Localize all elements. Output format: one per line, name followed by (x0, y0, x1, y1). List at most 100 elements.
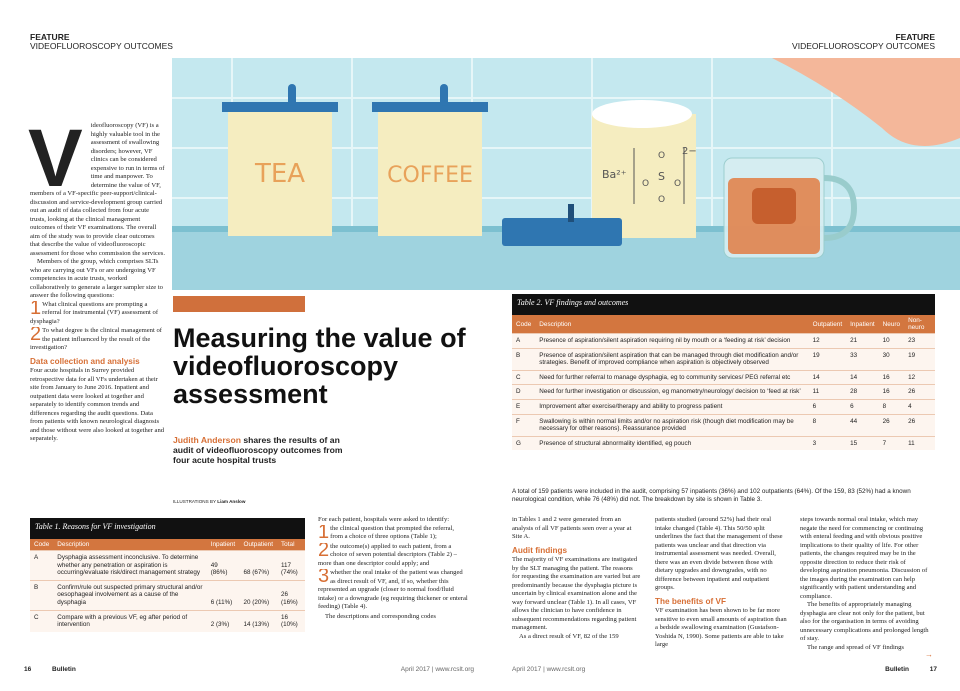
table-cell: 16 (878, 384, 905, 400)
formula-text: O (658, 195, 665, 205)
table-cell: 6 (846, 398, 879, 415)
credit-name: Liam Anslow (217, 499, 246, 504)
paragraph: steps towards normal oral intake, which … (800, 516, 928, 600)
article-title: Measuring the value of videofluoroscopy … (173, 323, 466, 409)
magazine-name: Bulletin (885, 666, 909, 673)
table-cell: Presence of aspiration/silent aspiration… (535, 347, 809, 371)
table: Code Description Inpatient Outpatient Total A… (30, 539, 305, 632)
paragraph: As a direct result of VF, 82 of the 159 (519, 632, 619, 640)
question-text: To what degree is the clinical managemen… (30, 327, 162, 351)
table-cell: 3 (808, 435, 847, 451)
table-row: A Dysphagia assessment inconclusive. To d… (30, 550, 305, 581)
column-header: Code (512, 315, 536, 334)
table-cell: 15 (846, 435, 879, 451)
credit-label: ILLUSTRATIONS BY (173, 499, 216, 504)
illustration: TEA COFFEE Ba²⁺ O S O O O 2− (172, 58, 960, 290)
paragraph: The range and spread of VF findings (807, 643, 904, 651)
section-heading: Audit findings (512, 545, 568, 555)
paragraph: VF examination has been shown to be far … (655, 607, 787, 648)
table-cell: D (512, 384, 536, 400)
paragraph: ideofluoroscopy (VF) is a highly valuabl… (30, 122, 165, 257)
table-cell: Presence of structural abnormality ident… (535, 435, 809, 451)
list-item: 3 whether the oral intake of the patient … (318, 569, 468, 612)
question-number: 2 (30, 327, 42, 345)
table-cell: 26 (904, 413, 935, 437)
table-cell: Compare with a previous VF, eg after per… (53, 609, 207, 632)
table-cell: 12 (904, 369, 935, 385)
credit: ILLUSTRATIONS BY Liam Anslow (173, 499, 245, 504)
question: 1 What clinical questions are prompting a… (30, 301, 166, 327)
header-right: FEATURE VIDEOFLUOROSCOPY OUTCOMES (792, 33, 935, 51)
body-column: steps towards normal oral intake, which … (800, 516, 935, 652)
table-cell: 4 (904, 398, 935, 415)
paragraph: For each patient, hospitals were asked t… (318, 516, 450, 523)
section-heading: The benefits of VF (655, 596, 726, 606)
table-cell: 8 (878, 398, 905, 415)
table-cell: 26 (878, 413, 905, 437)
table-cell: B (30, 579, 54, 611)
standfirst-text: shares the results of an audit of videof… (173, 435, 343, 465)
continue-arrow: → (925, 650, 933, 659)
table-title: Table 1. Reasons for VF investigation (30, 518, 305, 539)
paragraph: The benefits of appropriately managing d… (800, 601, 929, 642)
intro-column: V ideofluoroscopy (VF) is a highly valua… (28, 118, 166, 444)
table-cell: 28 (846, 384, 879, 400)
column-header: Outpatient (808, 315, 847, 334)
paragraph: patients studied (around 52%) had their … (655, 516, 783, 591)
formula-text: 2− (682, 146, 697, 157)
table-note: A total of 159 patients were included in… (512, 488, 911, 503)
column-header: Inpatient (846, 315, 879, 334)
question-text: What clinical questions are prompting a … (30, 300, 159, 325)
table-cell: 14 (808, 369, 847, 385)
table-cell: E (512, 398, 536, 415)
feature-label: FEATURE (895, 32, 935, 42)
list-text: whether the oral intake of the patient w… (318, 569, 468, 610)
list-text: the clinical question that prompted the … (330, 524, 455, 541)
table: Code Description Outpatient Inpatient Neuro N… (512, 315, 935, 451)
table-cell: 20 (20%) (239, 579, 277, 611)
table-cell: A (30, 550, 54, 581)
column-header: Total (276, 539, 305, 551)
table-cell: B (512, 347, 536, 371)
column-header: Non-neuro (904, 315, 935, 334)
table-cell: F (512, 413, 536, 437)
table-cell: 14 (846, 369, 879, 385)
table-cell: A (512, 333, 536, 349)
table-cell: C (30, 609, 54, 632)
table-cell: 26 (904, 384, 935, 400)
table-cell: 11 (808, 384, 847, 400)
body-column: For each patient, hospitals were asked t… (318, 516, 468, 621)
question: 2 To what degree is the clinical manageme… (30, 327, 166, 353)
list-number: 1 (318, 524, 330, 542)
table-row: G Presence of structural abnormality iden… (512, 435, 935, 451)
table-cell: 14 (13%) (239, 609, 277, 632)
table-cell: Confirm/rule out suspected primary struc… (53, 579, 207, 611)
table-cell: 26 (16%) (276, 579, 305, 611)
table-cell: Dysphagia assessment inconclusive. To de… (53, 550, 207, 581)
table-cell: 49 (86%) (206, 550, 240, 581)
column-header: Code (30, 539, 54, 551)
formula-text: Ba²⁺ (602, 168, 627, 181)
page-number: 17 (929, 666, 937, 673)
formula-text: O (658, 151, 665, 161)
author: Judith Anderson (173, 435, 241, 445)
footer-right: April 2017 | www.rcslt.org Bulletin 17 (512, 666, 937, 673)
table-cell: 16 (10%) (276, 609, 305, 632)
paragraph: The majority of VF examinations are inst… (512, 556, 641, 631)
issue: April 2017 | www.rcslt.org (512, 666, 586, 673)
table-cell: Need for further investigation or discus… (535, 384, 809, 400)
question-number: 1 (30, 300, 42, 319)
list-item: 1 the clinical question that prompted the… (318, 525, 468, 542)
paragraph: Four acute hospitals in Surrey provided … (30, 367, 165, 442)
table-cell: 16 (878, 369, 905, 385)
table-cell: 2 (3%) (206, 609, 240, 632)
table-cell: G (512, 435, 536, 451)
table-row: B Confirm/rule out suspected primary stru… (30, 579, 305, 611)
table-cell: 6 (11%) (206, 579, 240, 611)
list-number: 2 (318, 542, 330, 561)
paragraph: in Tables 1 and 2 were generated from an… (512, 516, 632, 540)
table-cell: 44 (846, 413, 879, 437)
body-column: in Tables 1 and 2 were generated from an… (512, 516, 642, 641)
footer-left: 16 Bulletin April 2017 | www.rcslt.org (24, 666, 474, 673)
